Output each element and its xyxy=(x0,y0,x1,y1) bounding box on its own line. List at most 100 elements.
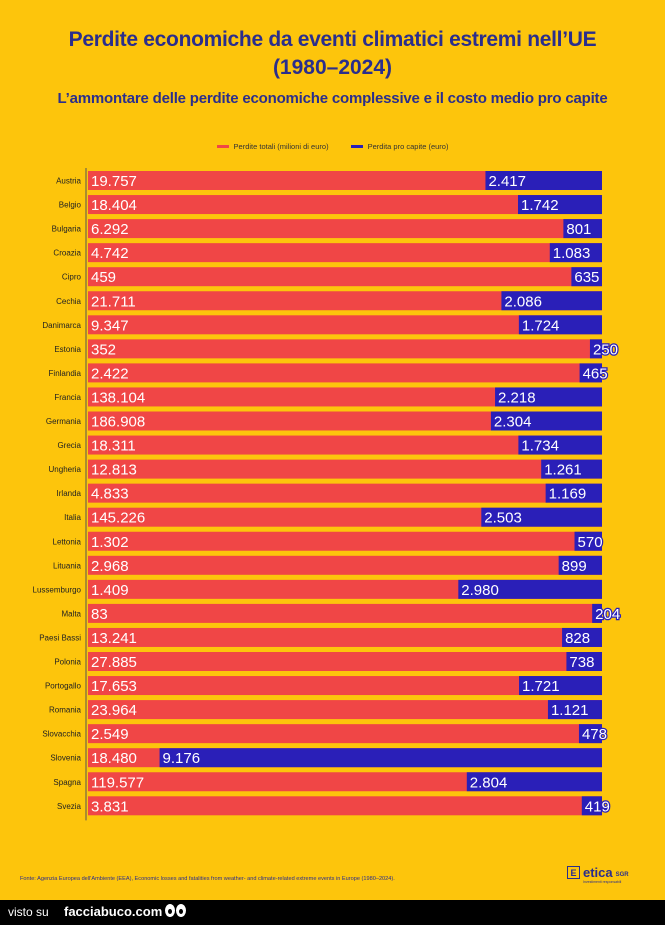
bar-per-capita xyxy=(574,531,602,551)
y-tick-label: Bulgaria xyxy=(52,225,82,234)
bar-per-capita xyxy=(518,315,602,335)
eyes-icon xyxy=(165,904,186,917)
data-label-total: 1.302 xyxy=(91,534,129,551)
data-label-total: 12.813 xyxy=(91,462,137,479)
bar-per-capita xyxy=(495,387,602,407)
bar-total xyxy=(88,483,602,503)
data-label-total: 18.480 xyxy=(91,750,137,767)
data-label-per-capita: 899 xyxy=(562,558,587,575)
data-label-total: 83 xyxy=(91,606,108,623)
data-label-per-capita: 2.218 xyxy=(498,389,536,406)
y-tick-label: Cechia xyxy=(56,297,81,306)
data-label-total: 2.968 xyxy=(91,558,129,575)
data-label-per-capita: 2.086 xyxy=(504,293,542,310)
y-tick-label: Finlandia xyxy=(49,369,82,378)
y-tick-label: Irlanda xyxy=(57,489,82,498)
data-label-per-capita: 1.121 xyxy=(551,702,589,719)
bar-per-capita xyxy=(563,219,602,239)
data-label-total: 18.311 xyxy=(91,438,136,455)
bar-total xyxy=(88,435,602,455)
data-label-total: 2.422 xyxy=(91,365,129,382)
y-tick-label: Lussemburgo xyxy=(33,585,82,594)
y-tick-label: Spagna xyxy=(53,778,81,787)
y-tick-label: Italia xyxy=(64,513,81,522)
data-label-per-capita: 9.176 xyxy=(163,750,201,767)
bar-total xyxy=(88,315,602,335)
data-label-total: 145.226 xyxy=(91,510,145,527)
chart-title-line1: Perdite economiche da eventi climatici e… xyxy=(68,28,597,51)
y-tick-label: Estonia xyxy=(54,345,81,354)
bar-total xyxy=(88,459,602,479)
data-label-total: 27.885 xyxy=(91,654,137,671)
data-label-per-capita: 570 xyxy=(578,534,603,551)
data-label-total: 19.757 xyxy=(91,173,137,190)
y-tick-label: Cipro xyxy=(62,273,82,282)
bar-per-capita xyxy=(578,724,602,744)
y-tick-label: Romania xyxy=(49,706,82,715)
chart-subtitle: L’ammontare delle perdite economiche com… xyxy=(57,90,608,107)
etica-logo-icon: E xyxy=(567,866,580,879)
legend-item-total: Perdite totali (milioni di euro) xyxy=(216,142,329,151)
bar-per-capita xyxy=(558,555,602,575)
y-tick-label: Ungheria xyxy=(49,465,82,474)
data-label-per-capita: 1.721 xyxy=(522,678,560,695)
bar-per-capita xyxy=(541,459,602,479)
watermark-visto: visto su xyxy=(8,905,49,919)
etica-sgr-logo: E etica SGR xyxy=(567,865,629,880)
bar-per-capita xyxy=(485,171,602,190)
data-label-per-capita: 1.734 xyxy=(521,438,559,455)
bar-per-capita xyxy=(566,652,602,671)
bar-per-capita xyxy=(466,772,602,792)
y-tick-label: Francia xyxy=(54,393,81,402)
logo-tagline: Investimenti responsabili xyxy=(583,880,622,884)
bar-total xyxy=(88,243,602,263)
bar-total xyxy=(88,507,602,527)
data-label-per-capita: 801 xyxy=(566,221,591,238)
data-label-per-capita: 1.083 xyxy=(553,245,591,262)
y-tick-label: Svezia xyxy=(57,802,82,811)
footer xyxy=(0,854,665,900)
bar-total xyxy=(88,267,602,287)
bar-per-capita xyxy=(458,579,602,599)
bar-total xyxy=(88,652,602,671)
data-label-per-capita: 635 xyxy=(574,269,599,286)
data-label-total: 9.347 xyxy=(91,317,129,334)
data-label-total: 18.404 xyxy=(91,197,137,214)
data-label-total: 186.908 xyxy=(91,414,145,431)
bar-per-capita xyxy=(545,483,602,503)
bar-per-capita xyxy=(562,627,602,647)
y-tick-label: Portogallo xyxy=(45,682,82,691)
data-label-total: 352 xyxy=(91,341,116,358)
bar-total xyxy=(88,339,602,359)
bar-per-capita xyxy=(518,435,602,455)
data-label-total: 459 xyxy=(91,269,116,286)
bar-per-capita xyxy=(592,603,602,623)
bar-per-capita xyxy=(501,291,602,311)
data-label-total: 2.549 xyxy=(91,726,129,743)
bar-per-capita xyxy=(519,676,602,696)
data-label-per-capita: 1.169 xyxy=(549,486,587,503)
bar-per-capita xyxy=(589,339,602,359)
y-tick-label: Lituania xyxy=(53,561,82,570)
data-label-per-capita: 2.804 xyxy=(470,774,508,791)
data-label-per-capita: 1.724 xyxy=(522,317,560,334)
y-tick-label: Slovenia xyxy=(50,754,81,763)
data-label-per-capita: 250 xyxy=(593,341,618,358)
data-label-per-capita: 1.261 xyxy=(544,462,582,479)
data-label-total: 119.577 xyxy=(91,774,144,791)
logo-suffix: SGR xyxy=(615,871,629,878)
data-label-per-capita: 2.980 xyxy=(461,582,499,599)
bar-per-capita xyxy=(581,796,602,816)
chart-title-line2: (1980–2024) xyxy=(272,56,393,79)
bar-total xyxy=(88,363,602,383)
bar-chart: Austria 19.757 2.417 Belgio 18.404 1.742 Bulga… xyxy=(33,168,621,821)
bar-total xyxy=(88,387,602,407)
data-label-per-capita: 204 xyxy=(595,606,620,623)
legend-label-total: Perdite totali (milioni di euro) xyxy=(233,142,329,151)
bar-total xyxy=(88,676,602,696)
data-label-total: 6.292 xyxy=(91,221,129,238)
data-label-total: 3.831 xyxy=(91,798,129,815)
data-label-per-capita: 478 xyxy=(582,726,607,743)
bar-per-capita xyxy=(518,195,602,215)
watermark-site[interactable]: facciabuco.com xyxy=(64,904,163,919)
